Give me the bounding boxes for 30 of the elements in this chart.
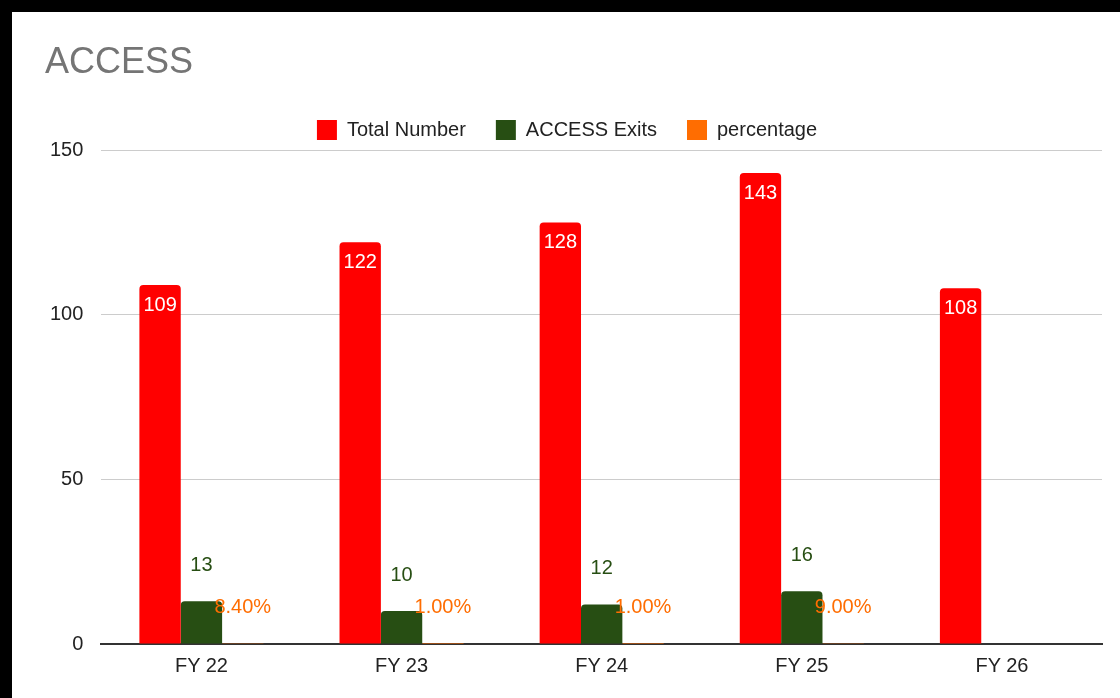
data-label: 128	[543, 229, 578, 252]
legend-label: ACCESS Exits	[525, 117, 658, 140]
x-tick-label: FY 24	[575, 653, 629, 676]
bar	[739, 173, 782, 644]
x-tick-label: FY 23	[375, 653, 429, 676]
legend-label: percentage	[717, 117, 818, 140]
data-label: 1.00%	[414, 595, 472, 618]
data-label: 108	[943, 295, 978, 318]
data-label: 109	[143, 292, 177, 315]
bar	[339, 242, 381, 644]
chart-title: ACCESS	[45, 40, 194, 82]
y-tick-label: 50	[61, 466, 84, 489]
data-label: 122	[343, 249, 377, 272]
bar	[139, 285, 181, 644]
y-tick-label: 150	[49, 137, 84, 160]
data-label: 10	[390, 562, 413, 585]
data-label: 13	[190, 552, 213, 575]
data-label: 16	[790, 542, 813, 565]
x-tick-label: FY 25	[775, 653, 829, 676]
bar	[939, 288, 982, 644]
x-tick-label: FY 22	[174, 653, 228, 676]
bar	[539, 222, 582, 644]
y-tick-label: 0	[72, 631, 84, 654]
data-label: 1.00%	[614, 595, 672, 618]
data-label: 143	[743, 180, 778, 203]
bar	[380, 611, 423, 644]
legend-label: Total Number	[346, 117, 467, 140]
data-label: 12	[590, 556, 613, 578]
y-tick-label: 100	[49, 302, 84, 325]
x-tick-label: FY 26	[975, 653, 1029, 676]
